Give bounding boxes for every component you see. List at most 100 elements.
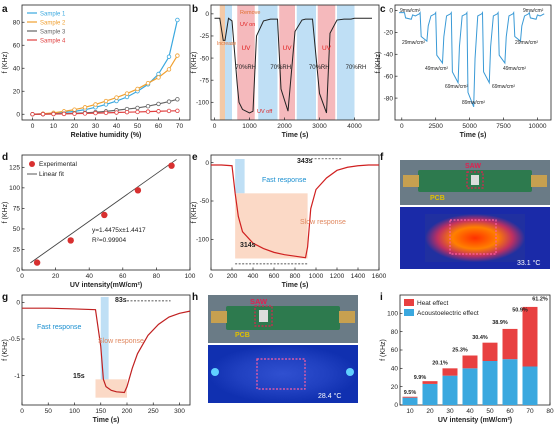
f-connector-left	[403, 175, 419, 187]
series-line	[22, 307, 191, 394]
bar-acoustoelectric	[402, 397, 418, 405]
data-point	[72, 107, 77, 112]
y-tick-label: 0	[394, 402, 398, 409]
shaded-band	[296, 5, 316, 120]
data-point	[166, 54, 172, 59]
y-tick-label: 60	[391, 347, 399, 354]
g-slow-response: Slow response	[98, 338, 144, 345]
intensity-label: 49mw/cm²	[503, 66, 526, 72]
shaded-band	[337, 5, 355, 120]
intensity-label: 49mw/cm²	[425, 66, 448, 72]
data-point	[145, 109, 151, 114]
data-point	[103, 110, 109, 116]
panel-letter-i: i	[380, 292, 383, 303]
plot-frame	[21, 4, 191, 121]
x-tick-label: 5000	[462, 123, 477, 130]
slow-band	[235, 193, 308, 259]
slow-band	[95, 379, 127, 398]
data-point	[72, 111, 77, 116]
e-fast-response: Fast response	[262, 177, 306, 184]
shaded-band	[317, 5, 336, 120]
x-tick-label: 0	[20, 273, 24, 280]
fit-r2: R²=0.99904	[92, 237, 127, 244]
shaded-band	[225, 5, 232, 120]
data-point	[156, 109, 161, 114]
rh-label: 70%RH	[235, 65, 256, 71]
data-point	[168, 162, 175, 169]
bar-acoustoelectric	[422, 383, 438, 405]
y-tick-label: 0	[16, 300, 20, 307]
y-axis-label: f (KHz)	[191, 52, 198, 74]
b-uv-off-label: UV off	[257, 109, 273, 115]
h-thermal-box	[256, 358, 306, 390]
data-point	[93, 102, 98, 107]
intensity-label: 69mw/cm²	[492, 84, 515, 90]
x-axis-label: UV intensity(mW/cm²)	[70, 282, 142, 289]
y-tick-label: 0	[16, 111, 20, 118]
legend-swatch	[404, 309, 414, 316]
y-axis-label: f (KHz)	[2, 52, 9, 74]
x-axis-label: Relative humidity (%)	[71, 132, 142, 139]
data-point	[175, 17, 180, 23]
y-tick-label: -50	[200, 55, 210, 62]
h-pcb-board	[226, 306, 340, 330]
x-tick-label: 10	[406, 408, 414, 415]
legend-label: Sample 4	[40, 39, 66, 45]
intensity-label: 9mw/cm²	[523, 8, 544, 14]
chart-c: 0 2500 5000 7500 10000 0 -20 -40 -60 -80 Time (s) f…	[375, 4, 552, 139]
y-tick-label: -100	[196, 237, 209, 244]
y-tick-label: -80	[384, 95, 394, 102]
h-pcb-label: PCB	[235, 332, 250, 339]
x-tick-label: 10000	[528, 123, 546, 130]
x-tick-label: 40	[113, 123, 121, 130]
y-tick-label: 0	[16, 267, 20, 274]
chart-g: 0 50 100 150 200 250 300 0 -0.5 -1 Time (s) f (KHz)	[2, 294, 191, 424]
data-point	[135, 105, 140, 111]
percentage-label: 9.9%	[414, 375, 427, 381]
x-tick-label: 0	[209, 273, 213, 280]
x-axis-label: Time (s)	[282, 282, 309, 289]
h-connector-right	[339, 311, 355, 323]
x-tick-label: 0	[400, 123, 404, 130]
data-point	[175, 53, 180, 58]
panel-letter-a: a	[2, 4, 8, 15]
data-point	[124, 109, 130, 115]
panel-letter-b: b	[192, 4, 198, 15]
uv-label: UV	[283, 45, 293, 52]
f-connector-right	[531, 175, 547, 187]
x-tick-label: 600	[269, 273, 280, 280]
b-uv-on-label: UV on	[240, 22, 255, 28]
y-axis-label: f (KHz)	[2, 339, 9, 361]
bar-acoustoelectric	[502, 359, 518, 405]
y-tick-label: 20	[391, 384, 399, 391]
b-remove-label: Remove	[240, 10, 260, 16]
data-point	[82, 105, 88, 110]
y-tick-label: 125	[9, 165, 20, 172]
rh-label: 70%RH	[309, 65, 330, 71]
data-point	[61, 111, 67, 117]
panel-b-annotations: Remove UV on UV off Increase	[217, 10, 273, 115]
data-point	[114, 95, 119, 100]
shaded-band	[237, 5, 255, 120]
percentage-label: 50.9%	[512, 307, 528, 313]
x-axis-label: Time (s)	[460, 132, 487, 139]
y-tick-label: 80	[391, 329, 399, 336]
y-tick-label: -60	[384, 73, 394, 80]
chart-i: 10 20 30 40 50 60 70 80 0 20 40 60 80 100 UV intensity…	[380, 294, 554, 424]
chart-b: 0 1000 2000 3000 4000 0 -25 -50 -75 -100 Time (s) f…	[191, 4, 380, 139]
y-tick-label: 25	[13, 247, 21, 254]
panel-letter-h: h	[192, 292, 198, 303]
x-tick-label: 20	[52, 273, 60, 280]
bar-heat	[522, 306, 538, 367]
f-saw-label: SAW	[465, 163, 481, 170]
data-point	[114, 110, 119, 115]
f-saw-chip	[471, 175, 479, 185]
h-saw-box	[254, 305, 273, 327]
bar-heat	[422, 381, 438, 384]
x-tick-label: 1000	[309, 273, 324, 280]
intensity-label: 29mw/cm²	[402, 40, 425, 46]
y-tick-label: 0	[205, 160, 209, 167]
x-tick-label: 50	[45, 408, 53, 415]
y-tick-label: 75	[13, 206, 21, 213]
